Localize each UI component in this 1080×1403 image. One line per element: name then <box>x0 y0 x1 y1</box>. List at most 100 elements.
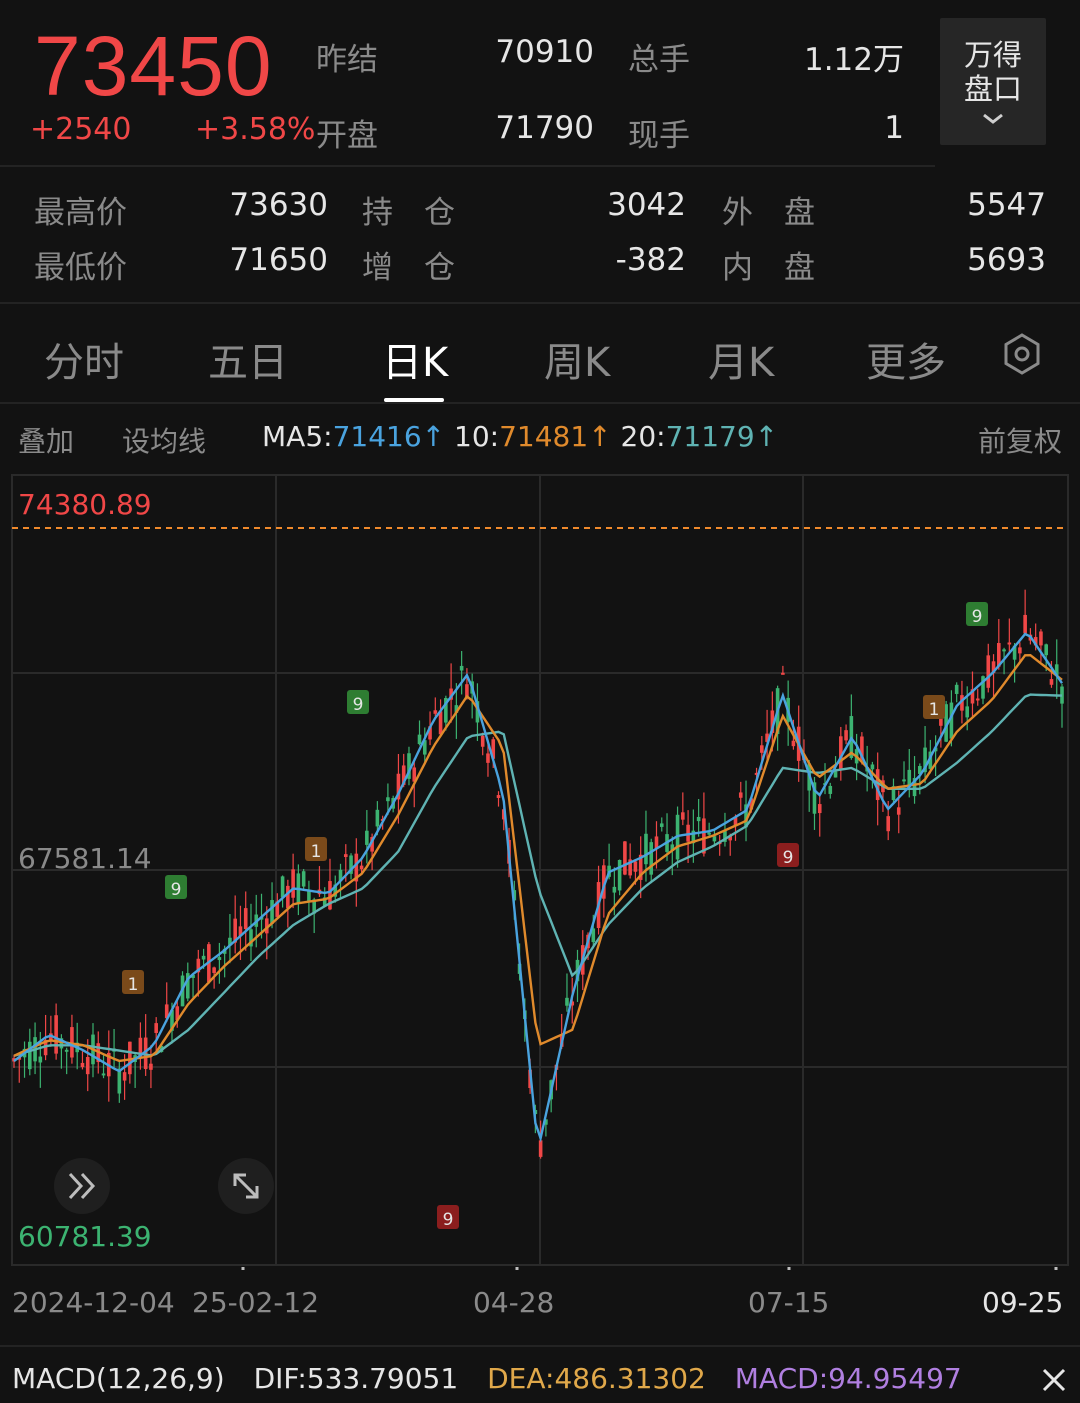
candle-body <box>928 751 933 769</box>
open-label: 开盘 <box>316 118 378 154</box>
candle-body <box>828 785 833 794</box>
ma10-value: 71481 <box>499 420 589 453</box>
total-volume-label: 总手 <box>628 42 690 78</box>
candle-body <box>623 841 627 875</box>
candle-body <box>433 710 438 714</box>
chart-frame <box>11 474 1069 1266</box>
signal-marker-6: 1 <box>923 695 945 720</box>
candle-body <box>375 809 380 827</box>
dea-label: DEA: <box>487 1362 555 1395</box>
candle-body <box>538 1140 543 1157</box>
set-ma-button[interactable]: 设均线 <box>122 425 207 458</box>
candle-body <box>997 643 1001 667</box>
candle-body <box>891 786 896 800</box>
ma5-arrow: ↑ <box>421 420 446 453</box>
tab-intraday[interactable]: 分时 <box>44 340 124 386</box>
tab-five-day[interactable]: 五日 <box>208 340 288 386</box>
candle-body <box>1023 614 1027 634</box>
chevron-down-icon <box>983 113 1003 124</box>
open-interest-value: 3042 <box>607 187 686 223</box>
ma10-arrow: ↑ <box>588 420 612 453</box>
candle-body <box>175 1006 180 1021</box>
wande-line1: 万得 <box>963 38 1022 72</box>
candle-body <box>164 1004 169 1019</box>
expand-chart-button[interactable] <box>218 1158 274 1214</box>
candle-body <box>649 842 654 875</box>
signal-marker-box <box>777 843 799 867</box>
candle-body <box>270 900 274 924</box>
signal-marker-5: 9 <box>777 843 799 868</box>
candle-body <box>338 869 343 882</box>
candle-body <box>422 740 427 755</box>
candle-body <box>875 769 880 801</box>
candle-body <box>949 702 954 739</box>
candle-body <box>839 736 843 771</box>
settings-icon[interactable] <box>1000 332 1044 376</box>
expand-icon <box>233 1173 259 1199</box>
candle-body <box>243 908 248 930</box>
tab-weekly-k[interactable]: 周K <box>544 340 611 386</box>
candle-body <box>565 997 569 1006</box>
signal-marker-3: 1 <box>305 837 327 862</box>
ma5-label: MA5: <box>262 420 333 453</box>
ma20-label: 20: <box>620 420 666 453</box>
candle-body <box>280 876 285 898</box>
candle-body <box>228 937 232 946</box>
ma20-arrow: ↑ <box>754 420 779 453</box>
candle-body <box>1018 647 1022 654</box>
candle-body <box>602 865 606 899</box>
wande-line2: 盘口 <box>963 72 1022 106</box>
kline-chart[interactable]: 9 1 9 1 9 9 1 9 <box>0 470 1080 1270</box>
total-volume-value: 1.12万 <box>803 42 904 78</box>
candle-body <box>591 928 596 943</box>
candle-body <box>728 836 733 841</box>
double-chevron-right-icon <box>68 1172 96 1200</box>
x-tick-2: 04-28 <box>473 1286 555 1319</box>
candle-body <box>1049 679 1054 685</box>
signal-marker-label: 1 <box>311 842 322 862</box>
candle-body <box>760 745 764 753</box>
candle-body <box>117 1068 122 1094</box>
candle-body <box>970 689 975 704</box>
candle-body <box>85 1056 90 1075</box>
candle-body <box>154 1023 158 1033</box>
candle-body <box>491 739 496 759</box>
ma-values: MA5:71416↑ 10:71481↑ 20:71179↑ <box>262 420 778 453</box>
tab-more[interactable]: 更多 <box>866 340 946 386</box>
close-icon[interactable] <box>1040 1366 1068 1394</box>
candle-body <box>960 695 964 711</box>
candle-body <box>1033 637 1038 646</box>
candle-body <box>64 1049 69 1052</box>
macd-name: MACD(12,26,9) <box>12 1362 225 1395</box>
ma5-value: 71416 <box>332 420 422 453</box>
candle-body <box>907 769 912 787</box>
tab-daily-k[interactable]: 日K <box>382 340 449 386</box>
wande-depth-button[interactable]: 万得 盘口 <box>940 18 1046 145</box>
candle-body <box>912 778 917 797</box>
overlay-button[interactable]: 叠加 <box>18 425 75 458</box>
candle-body <box>43 1039 48 1056</box>
stats-divider <box>0 302 1080 304</box>
candle-body <box>659 823 664 827</box>
adjust-mode-button[interactable]: 前复权 <box>978 425 1063 458</box>
macd-label: MACD: <box>734 1362 829 1395</box>
candle-body <box>1039 631 1043 646</box>
signal-marker-box <box>347 690 369 714</box>
candle-body <box>870 764 875 770</box>
candle-body <box>723 830 727 842</box>
current-volume-value: 1 <box>884 110 904 146</box>
signal-marker-label: 9 <box>972 607 983 627</box>
scroll-forward-button[interactable] <box>54 1158 110 1214</box>
candle-body <box>143 1037 148 1070</box>
candle-body <box>486 753 490 763</box>
candle-body <box>1044 644 1049 656</box>
candle-body <box>59 1038 64 1049</box>
candle-body <box>27 1041 32 1070</box>
candle-body <box>991 661 996 674</box>
signal-marker-label: 9 <box>171 880 182 900</box>
candle-body <box>702 818 706 854</box>
candle-body <box>301 871 306 887</box>
tab-monthly-k[interactable]: 月K <box>708 340 775 386</box>
candle-body <box>954 684 959 694</box>
candle-body <box>201 955 206 960</box>
